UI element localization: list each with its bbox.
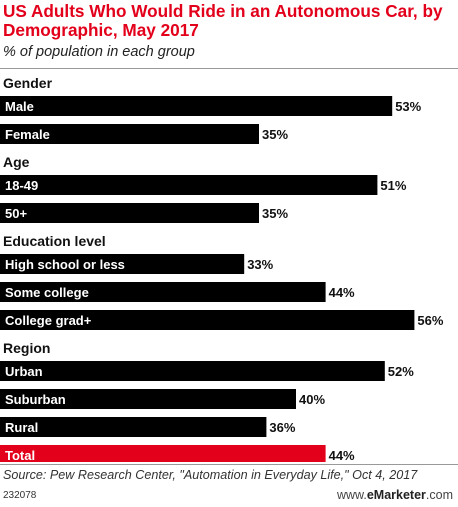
bar-label-50: 50+ [5, 206, 27, 221]
bar-chart: Gender Male 53% Female 35% Age 18-49 51% 50+ 35% E… [0, 75, 444, 462]
bar-label-male: Male [5, 99, 34, 114]
bar-urban [0, 361, 385, 381]
chart-title: US Adults Who Would Ride in an Autonomou… [3, 1, 443, 40]
value-label-male: 53% [395, 99, 421, 114]
bar-rural [0, 417, 267, 437]
value-label-suburban: 40% [299, 392, 325, 407]
bar-label-total: Total [5, 448, 35, 462]
bar-some-college [0, 282, 326, 302]
brand-logo[interactable]: www.eMarketer.com [336, 488, 453, 502]
bar-label-suburban: Suburban [5, 392, 66, 407]
value-label-50: 35% [262, 206, 288, 221]
bar-label-urban: Urban [5, 364, 43, 379]
bar-label-18-49: 18-49 [5, 178, 38, 193]
group-header-region: Region [3, 340, 50, 356]
footer-divider [0, 464, 458, 465]
value-label-college-grad: 56% [417, 313, 443, 328]
bar-college-grad [0, 310, 415, 330]
bar-18-49 [0, 175, 378, 195]
bar-label-some-college: Some college [5, 285, 89, 300]
value-label-female: 35% [262, 127, 288, 142]
value-label-total: 44% [329, 448, 355, 462]
source-note: Source: Pew Research Center, "Automation… [3, 468, 418, 482]
bar-label-college-grad: College grad+ [5, 313, 92, 328]
value-label-rural: 36% [269, 420, 295, 435]
bar-male [0, 96, 393, 116]
value-label-urban: 52% [388, 364, 414, 379]
group-header-age: Age [3, 154, 30, 170]
bar-50 [0, 203, 259, 223]
bar-label-female: Female [5, 127, 50, 142]
bar-high-school-or-less [0, 254, 245, 274]
group-header-education-level: Education level [3, 233, 106, 249]
bar-label-rural: Rural [5, 420, 38, 435]
bar-label-high-school-or-less: High school or less [5, 257, 125, 272]
chart-id: 232078 [3, 490, 37, 501]
bar-suburban [0, 389, 296, 409]
group-header-gender: Gender [3, 75, 53, 91]
value-label-18-49: 51% [380, 178, 406, 193]
header-divider [0, 68, 458, 69]
value-label-high-school-or-less: 33% [247, 257, 273, 272]
value-label-some-college: 44% [329, 285, 355, 300]
bar-female [0, 124, 259, 144]
chart-subtitle: % of population in each group [3, 44, 195, 60]
bar-total [0, 445, 326, 462]
